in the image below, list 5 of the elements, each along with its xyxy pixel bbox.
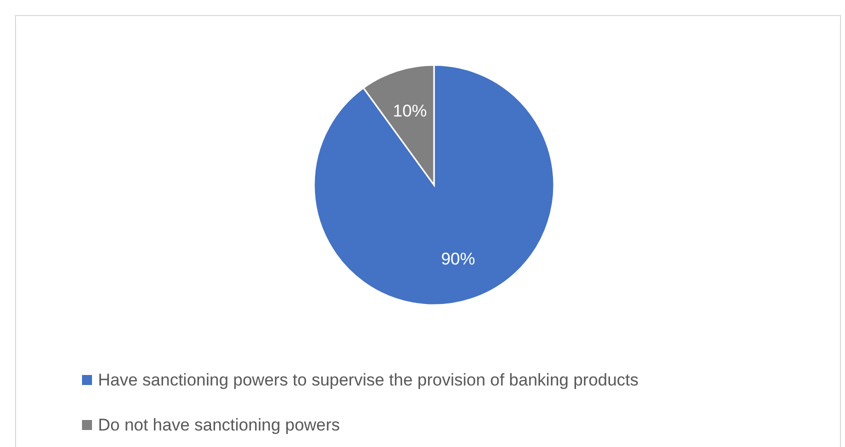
data-label: 90%: [441, 250, 476, 269]
legend-label: Have sanctioning powers to supervise the provision of banking products: [98, 370, 639, 390]
pie-slice: [313, 64, 555, 306]
legend-label: Do not have sanctioning powers: [98, 416, 340, 434]
data-label: 10%: [392, 101, 427, 120]
